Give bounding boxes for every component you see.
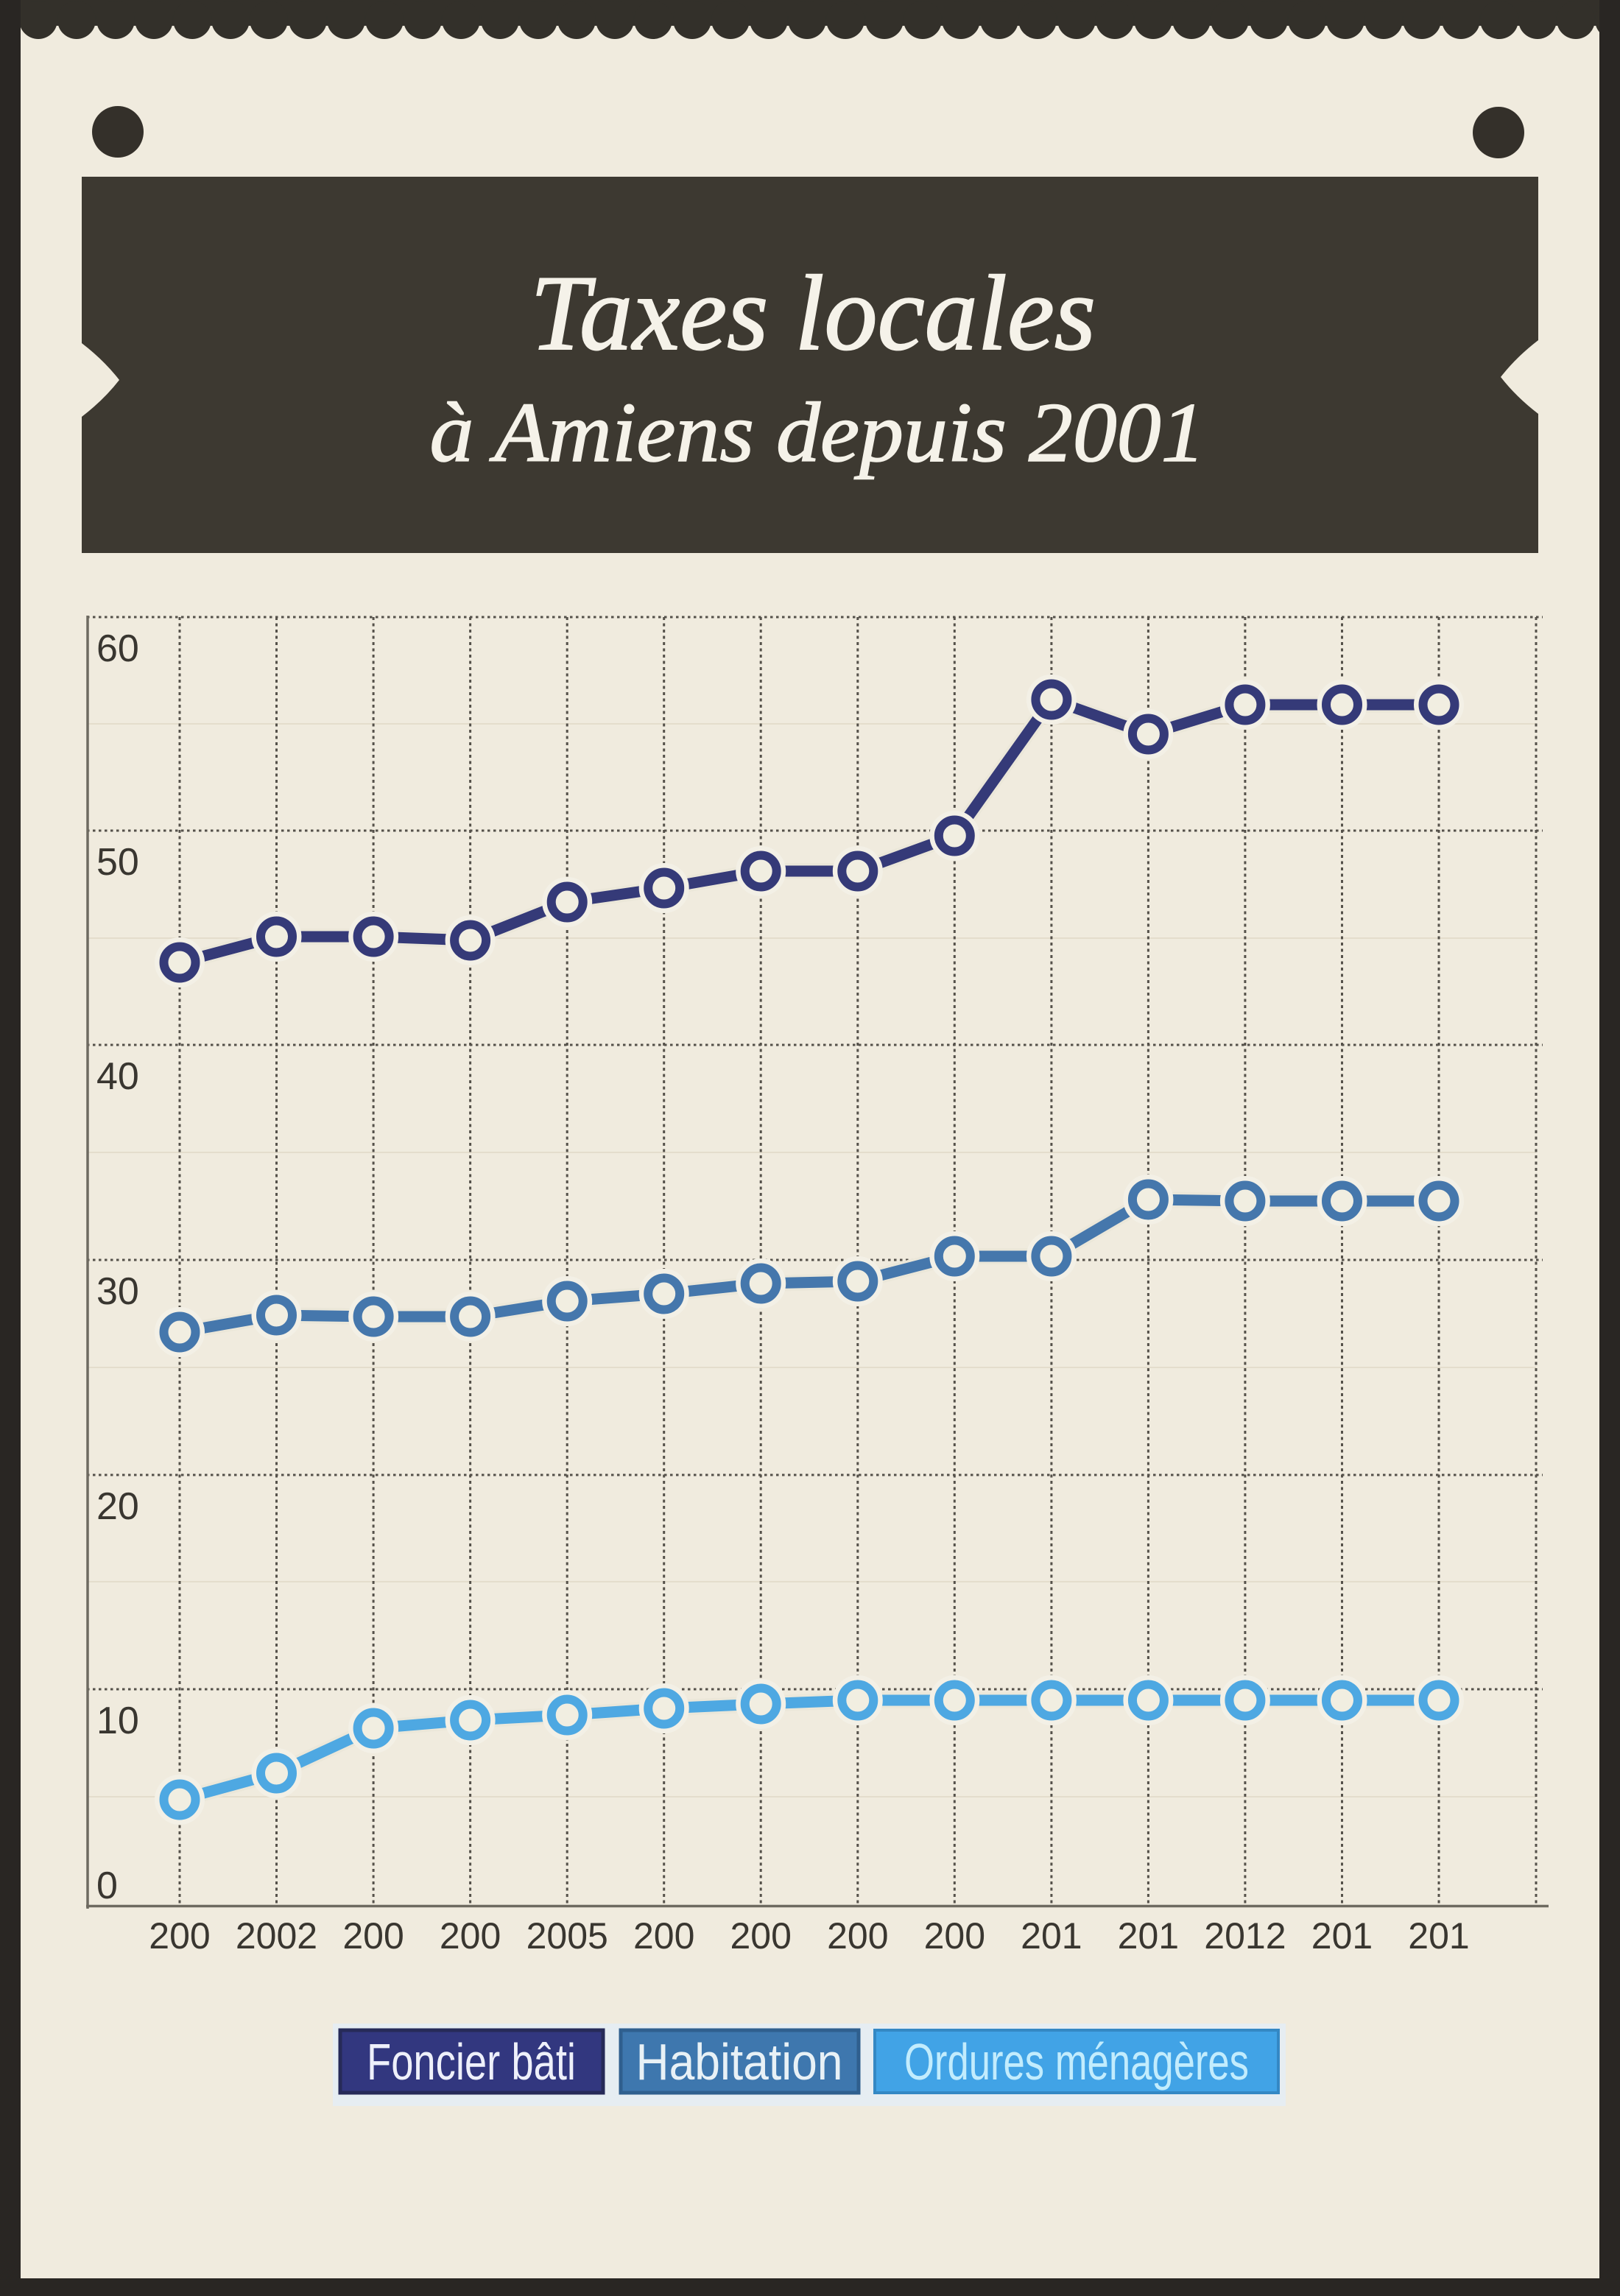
svg-text:200: 200 <box>440 1915 501 1957</box>
svg-text:200: 200 <box>827 1915 888 1957</box>
svg-text:Foncier bâti: Foncier bâti <box>367 2033 576 2091</box>
svg-text:50: 50 <box>96 841 139 884</box>
svg-text:200: 200 <box>924 1915 985 1957</box>
svg-text:201: 201 <box>1311 1915 1373 1957</box>
svg-text:201: 201 <box>1408 1915 1469 1957</box>
svg-text:0: 0 <box>96 1864 118 1907</box>
svg-text:Habitation: Habitation <box>636 2033 843 2091</box>
svg-text:40: 40 <box>96 1055 139 1098</box>
svg-text:2012: 2012 <box>1204 1915 1286 1957</box>
svg-text:201: 201 <box>1021 1915 1082 1957</box>
svg-text:Taxes locales: Taxes locales <box>530 253 1096 373</box>
svg-text:2002: 2002 <box>236 1915 317 1957</box>
svg-text:20: 20 <box>96 1485 139 1528</box>
svg-text:200: 200 <box>730 1915 791 1957</box>
svg-text:200: 200 <box>149 1915 210 1957</box>
svg-text:200: 200 <box>633 1915 694 1957</box>
svg-text:à Amiens depuis 2001: à Amiens depuis 2001 <box>430 386 1205 480</box>
svg-text:Ordures ménagères: Ordures ménagères <box>904 2033 1249 2091</box>
svg-text:201: 201 <box>1118 1915 1179 1957</box>
svg-text:200: 200 <box>342 1915 404 1957</box>
svg-text:2005: 2005 <box>526 1915 608 1957</box>
svg-text:60: 60 <box>96 627 139 670</box>
svg-text:10: 10 <box>96 1700 139 1742</box>
svg-text:30: 30 <box>96 1270 139 1313</box>
